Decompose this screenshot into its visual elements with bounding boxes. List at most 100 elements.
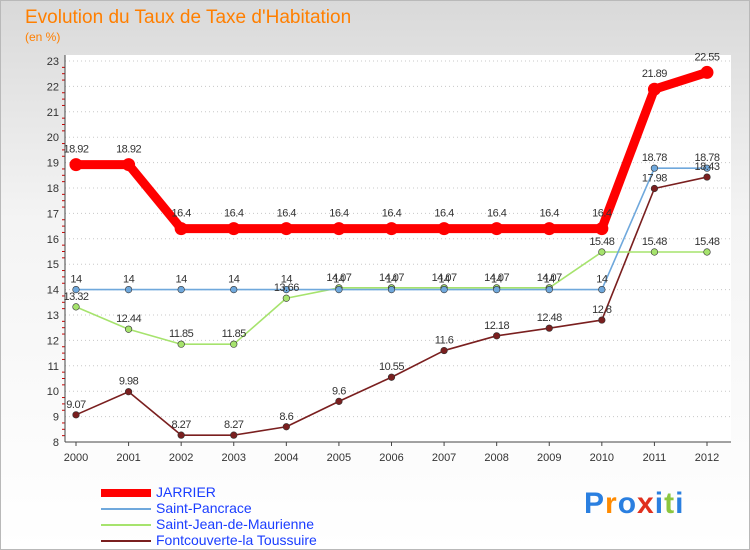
axes: 8 9 10 11 12 13 14 15 16 17 18 19 20 21 22 23 2000 2001 20…: [47, 55, 731, 464]
data-label: 12.18: [484, 320, 509, 332]
data-point: [72, 303, 80, 311]
data-label: 13.32: [63, 291, 88, 303]
brand-letter: o: [617, 487, 638, 520]
legend-swatch-jarrier: [101, 489, 151, 497]
data-point: [703, 248, 711, 256]
data-label: 14: [228, 274, 240, 286]
y-tick-label: 12: [47, 335, 59, 347]
data-point: [598, 248, 606, 256]
x-tick-label: 2009: [537, 452, 561, 464]
legend-item-jarrier: JARRIER: [101, 484, 381, 501]
data-point: [124, 286, 133, 294]
data-label: 16.4: [592, 208, 612, 220]
data-point: [177, 431, 185, 439]
brand-letter: x: [637, 487, 655, 520]
data-point: [230, 431, 238, 439]
data-point: [387, 373, 396, 381]
x-tick-label: 2001: [116, 452, 140, 464]
y-tick-label: 20: [47, 132, 59, 144]
data-point: [335, 286, 343, 294]
data-label: 11.85: [169, 328, 194, 340]
data-label: 18.92: [63, 144, 88, 156]
data-label: 16.4: [224, 208, 244, 220]
data-label: 17.98: [642, 173, 667, 185]
data-point: [542, 222, 556, 236]
x-tick-label: 2008: [484, 452, 508, 464]
x-tick-label: 2003: [222, 452, 246, 464]
data-label: 12.8: [592, 304, 612, 316]
brand-letter: r: [605, 487, 618, 520]
x-tick-label: 2000: [64, 452, 88, 464]
y-tick-label: 22: [47, 81, 59, 93]
x-tick-label: 2011: [643, 452, 667, 464]
data-label: 8.27: [224, 419, 244, 431]
data-point: [595, 222, 609, 236]
data-label: 14: [596, 274, 608, 286]
legend-label-saint-jean-de-maurienne: Saint-Jean-de-Maurienne: [156, 516, 314, 532]
data-point: [545, 286, 553, 294]
data-point: [282, 294, 290, 302]
data-label: 14: [544, 274, 556, 286]
chart-title: Evolution du Taux de Taxe d'Habitation: [25, 7, 352, 28]
data-label: 14.07: [379, 272, 404, 284]
data-label: 14: [281, 274, 293, 286]
data-label: 15.48: [589, 236, 614, 248]
data-label: 8.27: [171, 419, 191, 431]
data-point: [282, 286, 290, 294]
series-layer: [69, 65, 714, 439]
data-point: [282, 423, 290, 431]
data-point: [650, 184, 659, 193]
data-point: [650, 164, 659, 172]
data-point: [177, 286, 185, 294]
data-point: [177, 340, 185, 348]
x-tick-label: 2005: [327, 452, 351, 464]
data-point: [650, 248, 659, 256]
data-point: [700, 65, 714, 79]
data-label: 14: [438, 274, 450, 286]
data-label: 16.4: [171, 208, 191, 220]
data-point: [385, 222, 398, 236]
data-point: [493, 286, 501, 294]
data-point: [332, 222, 346, 236]
data-point: [230, 340, 238, 348]
x-tick-label: 2006: [379, 452, 403, 464]
data-label: 14: [386, 274, 398, 286]
legend-item-saint-jean-de-maurienne: Saint-Jean-de-Maurienne: [101, 516, 381, 533]
data-point: [703, 173, 711, 181]
y-tick-label: 23: [47, 56, 59, 68]
legend-label-jarrier: JARRIER: [156, 484, 216, 500]
data-label: 16.4: [540, 208, 560, 220]
data-label: 11.6: [435, 335, 454, 347]
y-tick-label: 16: [47, 234, 59, 246]
data-label: 8.6: [279, 411, 293, 423]
legend-label-fontcouverte: Fontcouverte-la Toussuire: [156, 532, 317, 548]
data-label: 16.4: [277, 208, 297, 220]
data-point: [440, 286, 448, 294]
y-tick-label: 11: [48, 361, 59, 373]
brand-letter: i: [675, 487, 685, 520]
data-label: 10.55: [379, 361, 404, 373]
y-tick-label: 14: [47, 285, 59, 297]
data-label: 9.98: [119, 376, 139, 388]
data-label: 16.4: [487, 208, 507, 220]
data-label: 14: [176, 274, 188, 286]
data-point: [647, 82, 661, 96]
legend-label-saint-pancrace: Saint-Pancrace: [156, 500, 252, 516]
brand-letter: P: [584, 487, 606, 520]
data-point: [440, 346, 448, 355]
legend-swatch-saint-jean-de-maurienne: [101, 524, 151, 526]
y-tick-label: 8: [53, 437, 59, 449]
y-tick-label: 13: [47, 310, 59, 322]
data-label: 14: [123, 274, 135, 286]
data-point: [122, 158, 136, 172]
data-point: [124, 388, 133, 396]
data-point: [124, 325, 133, 333]
data-point: [279, 222, 293, 236]
x-tick-label: 2012: [695, 452, 719, 464]
data-label: 14: [333, 274, 345, 286]
data-label: 16.4: [382, 208, 402, 220]
legend-swatch-fontcouverte: [101, 540, 151, 542]
data-label: 14.07: [484, 272, 509, 284]
data-label: 16.4: [434, 208, 454, 220]
